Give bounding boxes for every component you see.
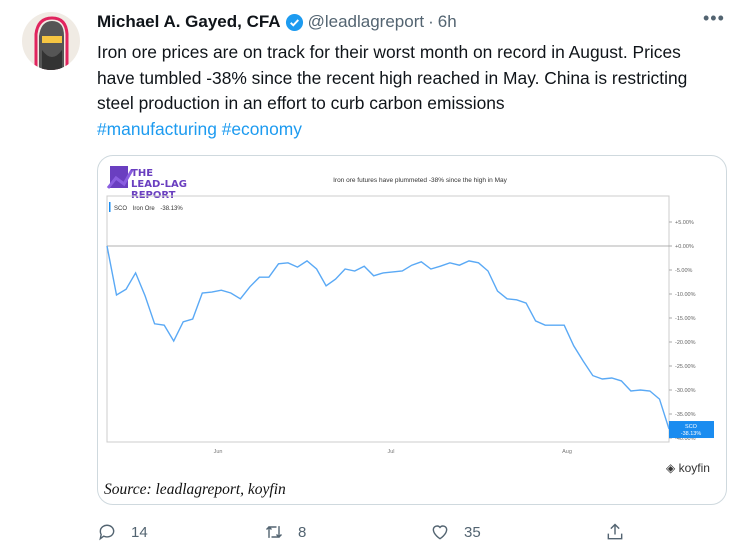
retweet-button[interactable]: 8 — [264, 522, 306, 542]
timestamp[interactable]: 6h — [437, 12, 457, 31]
legend-name: Iron Ore — [133, 206, 156, 212]
last-value-ticker: SCO — [685, 424, 698, 430]
last-value-text: -38.13% — [681, 431, 702, 437]
hashtag-manufacturing[interactable]: #manufacturing — [97, 118, 217, 139]
y-tick-label: +5.00% — [675, 220, 694, 226]
ellipsis-icon[interactable]: ••• — [703, 8, 725, 28]
legend-value: -38.13% — [160, 206, 183, 212]
tweet-body: Iron ore prices are on track for their w… — [97, 42, 688, 113]
reply-button[interactable]: 14 — [97, 522, 148, 542]
avatar-image — [34, 16, 69, 70]
tweet-header: Michael A. Gayed, CFA @leadlagreport · 6… — [97, 12, 457, 32]
y-tick-label: +0.00% — [675, 244, 694, 250]
koyfin-watermark: ◈ koyfin — [666, 461, 710, 475]
logo-line-1: THE — [131, 168, 153, 179]
verified-badge-icon — [285, 13, 303, 31]
legend-marker — [109, 202, 111, 212]
like-count: 35 — [464, 523, 481, 541]
x-tick-label: Aug — [562, 449, 572, 455]
retweet-count: 8 — [298, 523, 307, 541]
heart-icon — [432, 525, 448, 540]
avatar[interactable] — [22, 12, 80, 70]
y-tick-label: -30.00% — [675, 388, 696, 394]
retweet-icon — [265, 525, 283, 539]
reply-count: 14 — [131, 523, 148, 541]
iron-ore-series-line — [106, 245, 670, 430]
y-tick-label: -25.00% — [675, 364, 696, 370]
author-name[interactable]: Michael A. Gayed, CFA — [97, 12, 281, 31]
reply-icon — [99, 524, 115, 541]
x-tick-label: Jun — [214, 449, 223, 455]
y-tick-label: -20.00% — [675, 340, 696, 346]
chart-title: Iron ore futures have plummeted -38% sin… — [333, 177, 508, 184]
chart: THE LEAD-LAG REPORT Iron ore futures hav… — [106, 166, 714, 455]
koyfin-text: koyfin — [678, 461, 710, 475]
y-tick-label: -10.00% — [675, 292, 696, 298]
legend-text: SCO Iron Ore -38.13% — [114, 206, 183, 212]
legend-ticker: SCO — [114, 206, 127, 212]
share-icon — [607, 523, 623, 540]
share-button[interactable] — [605, 522, 625, 542]
media-card[interactable]: THE LEAD-LAG REPORT Iron ore futures hav… — [97, 155, 727, 505]
like-button[interactable]: 35 — [430, 522, 481, 542]
y-tick-label: -15.00% — [675, 316, 696, 322]
logo-line-2: LEAD-LAG — [131, 179, 187, 190]
source-caption: Source: leadlagreport, koyfin — [104, 481, 286, 498]
separator: · — [428, 12, 434, 31]
y-tick-label: -5.00% — [675, 268, 693, 274]
y-tick-label: -35.00% — [675, 412, 696, 418]
last-value-label — [669, 421, 714, 439]
x-tick-label: Jul — [387, 449, 394, 455]
author-handle[interactable]: @leadlagreport — [307, 12, 425, 31]
tweet-text: Iron ore prices are on track for their w… — [97, 40, 717, 142]
plot-frame — [106, 195, 670, 443]
hashtag-economy[interactable]: #economy — [221, 118, 302, 139]
y-tick-label: -40.00% — [675, 436, 696, 442]
